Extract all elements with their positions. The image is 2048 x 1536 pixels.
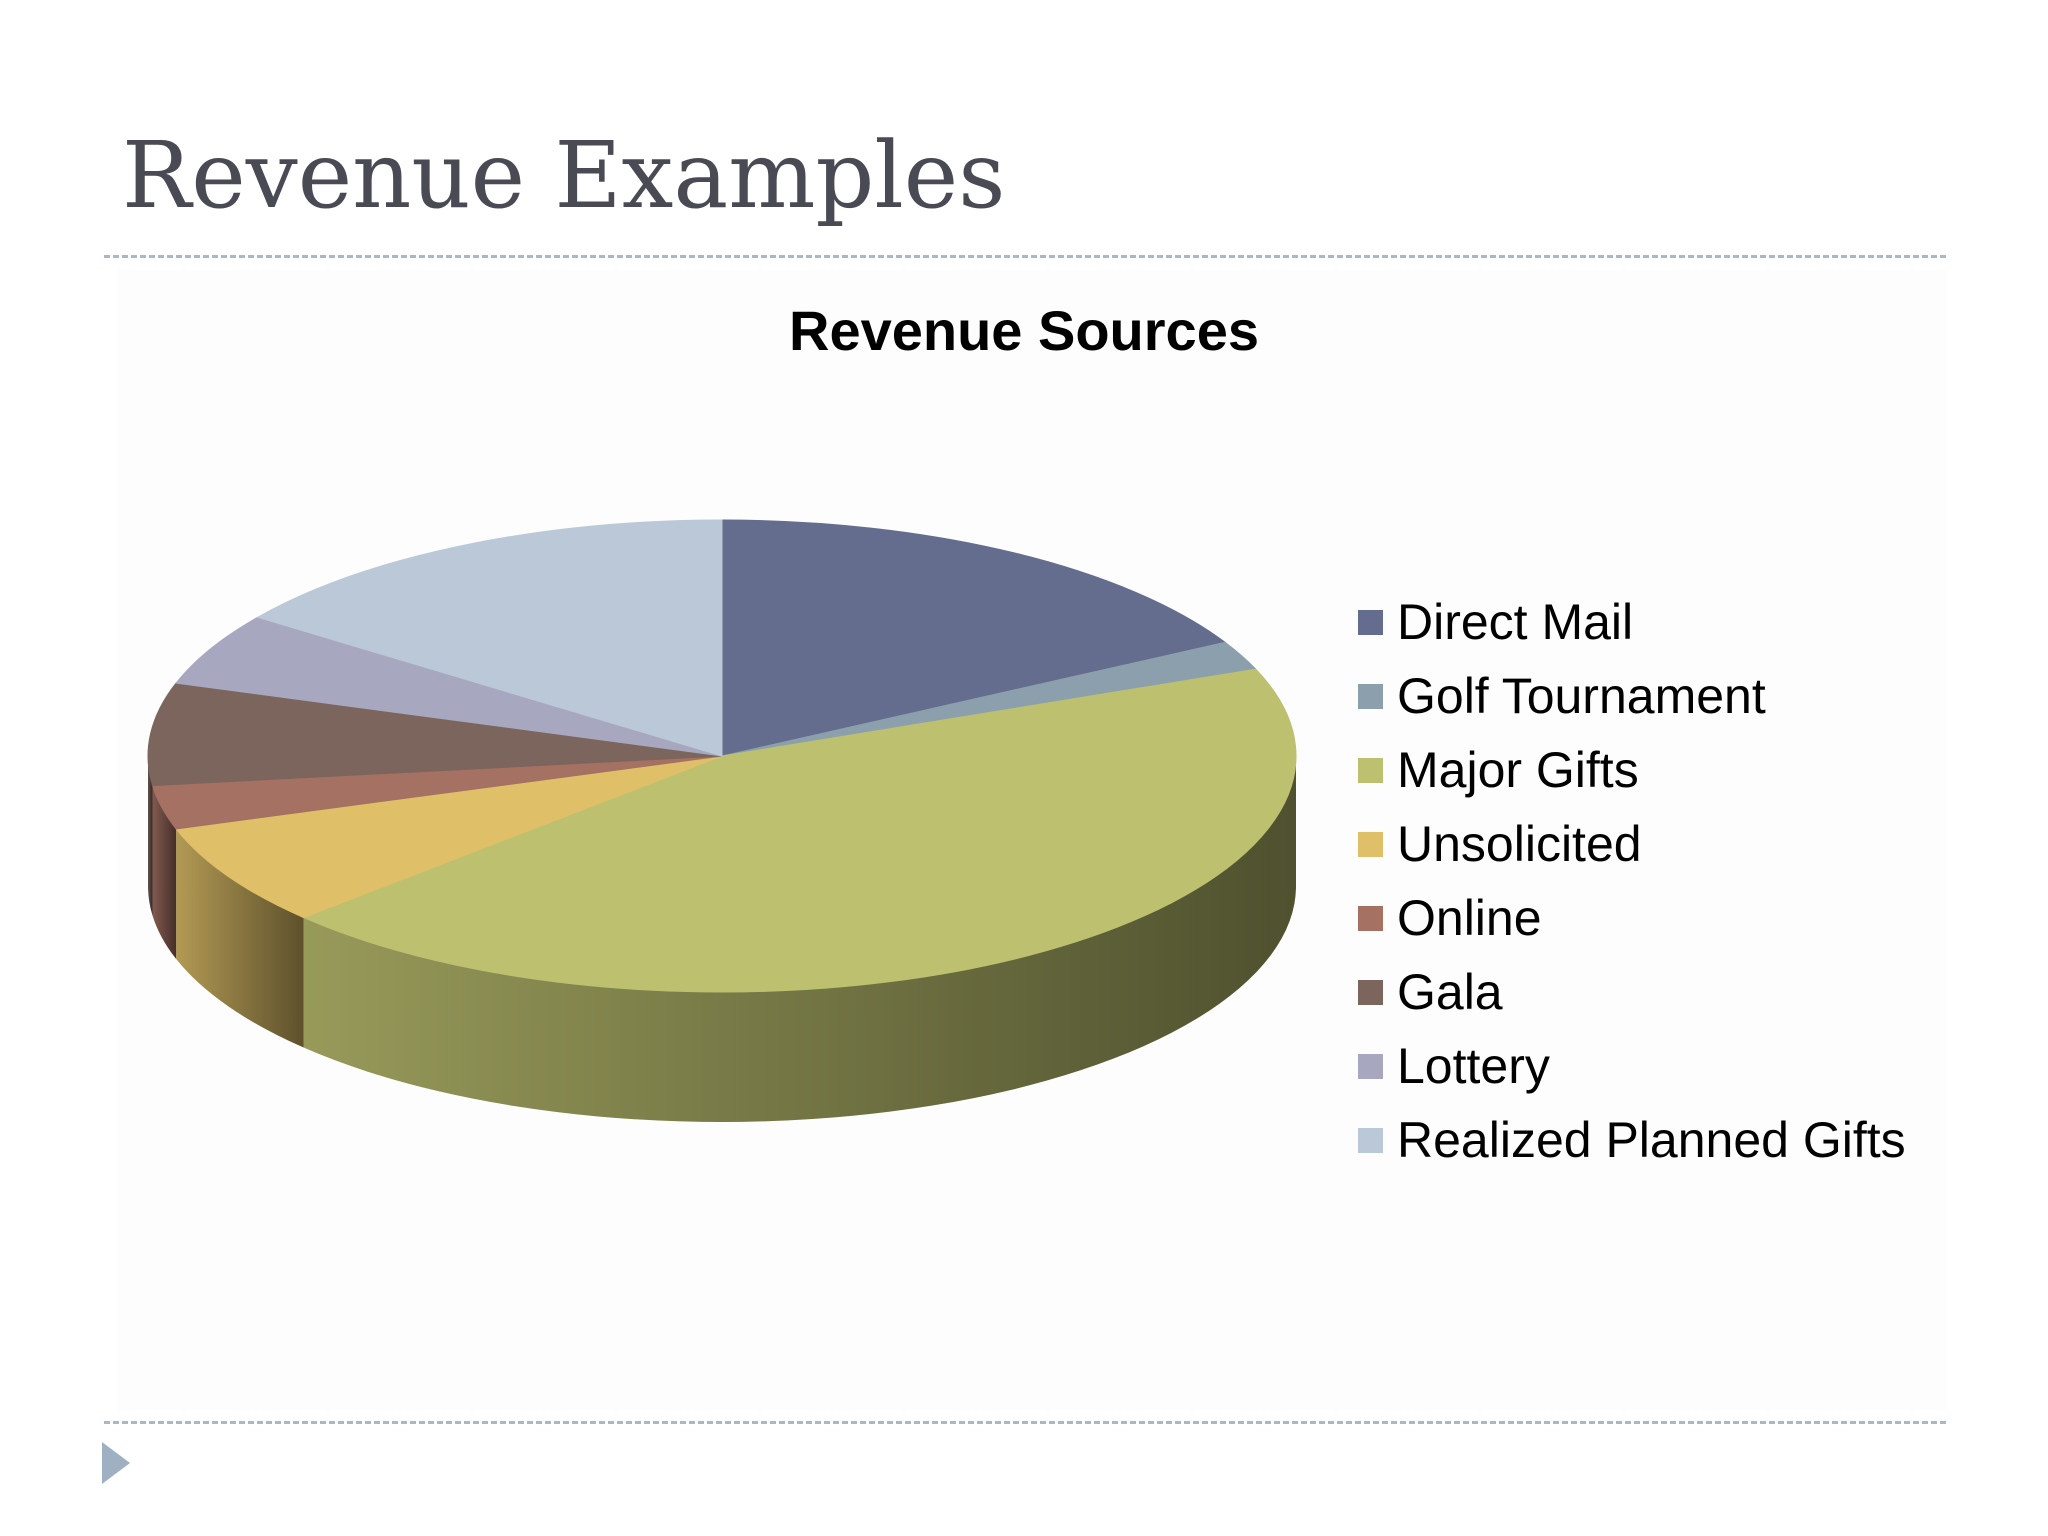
chart-legend: Direct Mail Golf Tournament Major Gifts Uns… (1358, 585, 1906, 1177)
pie-side-online (152, 785, 177, 959)
legend-label: Realized Planned Gifts (1397, 1112, 1906, 1168)
legend-label: Lottery (1397, 1038, 1550, 1094)
legend-item: Lottery (1358, 1029, 1906, 1103)
legend-label: Gala (1397, 964, 1503, 1020)
legend-swatch (1358, 1053, 1383, 1079)
pie-side-major-gifts (303, 756, 1296, 1122)
legend-label: Major Gifts (1397, 742, 1639, 798)
legend-swatch (1358, 831, 1383, 857)
legend-item: Golf Tournament (1358, 659, 1906, 733)
legend-label: Direct Mail (1397, 594, 1634, 650)
pie-side-unsolicited (176, 828, 304, 1048)
play-triangle-icon[interactable] (102, 1442, 130, 1484)
pie-slice-lottery (175, 616, 723, 757)
legend-item: Realized Planned Gifts (1358, 1103, 1906, 1177)
legend-label: Online (1397, 890, 1542, 946)
legend-swatch (1358, 905, 1383, 931)
pie-slice-direct-mail (721, 519, 1227, 757)
legend-swatch (1358, 1127, 1383, 1153)
legend-item: Unsolicited (1358, 807, 1906, 881)
footer-divider (104, 1421, 1946, 1424)
legend-swatch (1358, 979, 1383, 1005)
legend-item: Direct Mail (1358, 585, 1906, 659)
slide-title: Revenue Examples (122, 122, 1006, 229)
legend-swatch (1358, 609, 1383, 635)
pie-sides (148, 756, 1296, 1122)
chart-title: Revenue Sources (789, 299, 1259, 362)
pie-slice-unsolicited (175, 755, 723, 919)
pie-tops (147, 519, 1297, 993)
title-divider (104, 255, 1946, 258)
legend-swatch (1358, 683, 1383, 709)
legend-label: Golf Tournament (1397, 668, 1766, 724)
legend-swatch (1358, 757, 1383, 783)
legend-item: Gala (1358, 955, 1906, 1029)
pie-side-gala (148, 756, 153, 916)
pie-slice-realized-planned-gifts (256, 519, 723, 757)
legend-item: Major Gifts (1358, 733, 1906, 807)
legend-label: Unsolicited (1397, 816, 1642, 872)
pie-slice-gala (147, 682, 723, 787)
pie-slice-major-gifts (302, 668, 1297, 993)
legend-item: Online (1358, 881, 1906, 955)
